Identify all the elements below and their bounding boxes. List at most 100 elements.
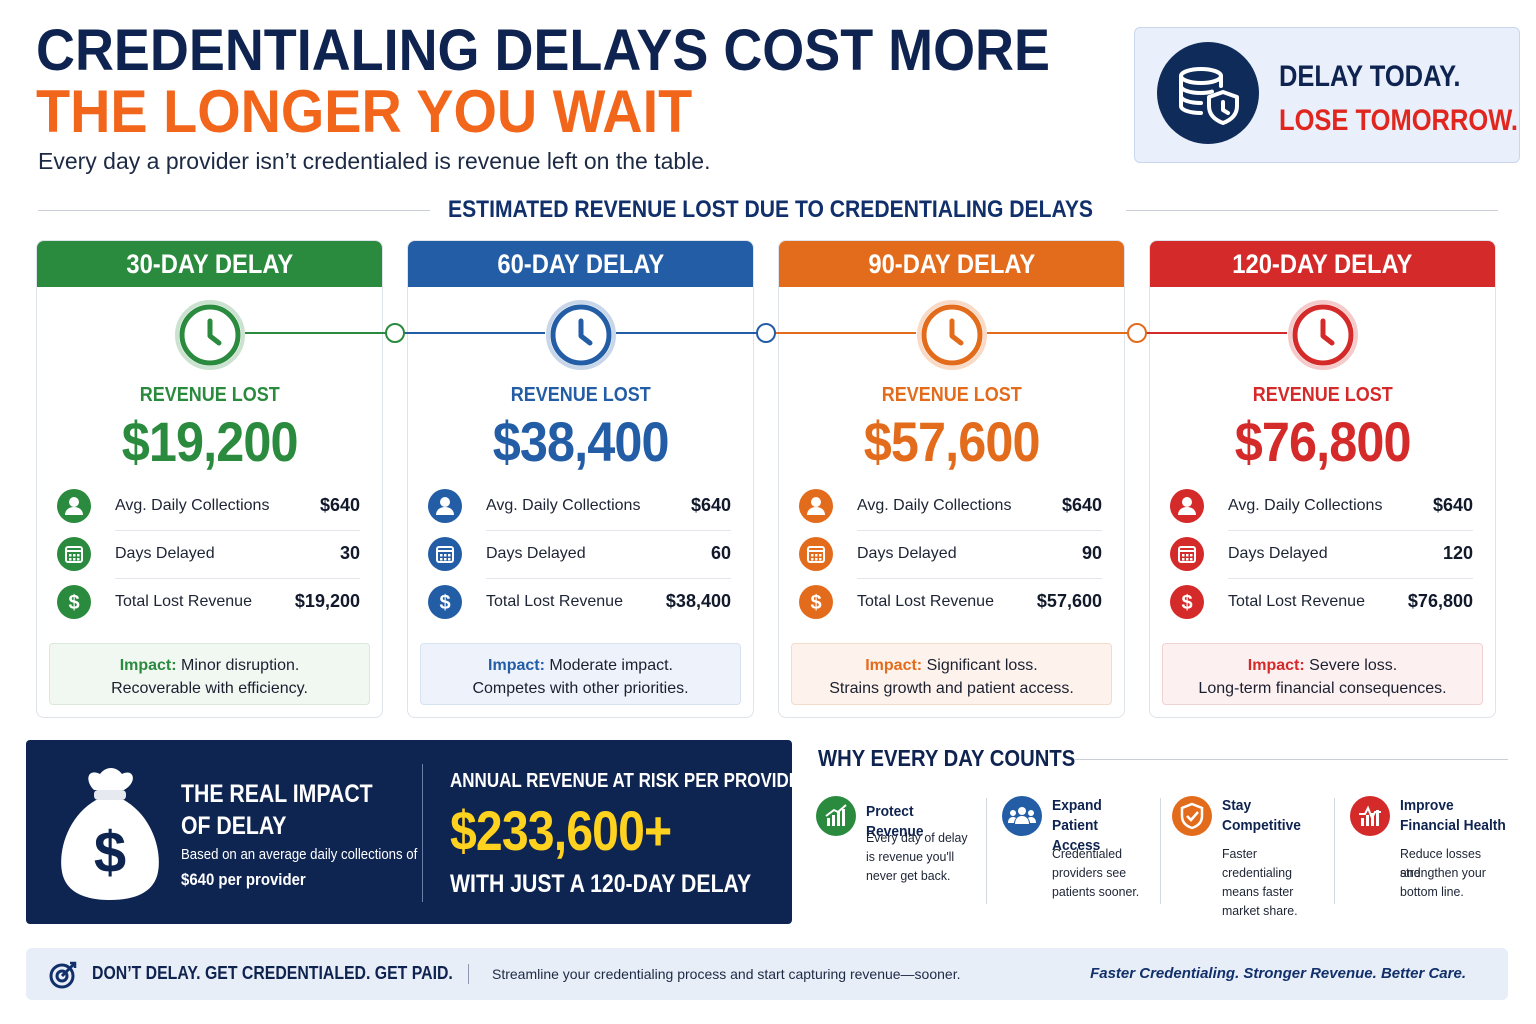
- impact-text: Significant loss.: [922, 657, 1038, 674]
- person-icon: [428, 489, 462, 523]
- page-subtitle: Every day a provider isn’t credentialed …: [38, 148, 711, 174]
- impact-box: Impact: Minor disruption. Recoverable wit…: [49, 643, 370, 705]
- revenue-lost-amount: $38,400: [408, 409, 753, 474]
- card-title: 30-DAY DELAY: [126, 248, 293, 279]
- clock-icon: [916, 299, 988, 371]
- metric-value: 60: [710, 543, 731, 563]
- timeline-connector: [616, 332, 766, 334]
- metric-value: $640: [319, 495, 360, 515]
- revenue-lost-amount: $57,600: [779, 409, 1124, 474]
- metric-value: $640: [690, 495, 731, 515]
- timeline-node: [756, 323, 776, 343]
- timeline-connector: [395, 332, 545, 334]
- timeline-node: [1127, 323, 1147, 343]
- revenue-lost-amount-text: $76,800: [1234, 410, 1412, 473]
- revenue-lost-amount: $19,200: [37, 409, 382, 474]
- svg-text:$: $: [68, 592, 79, 614]
- impact-line2: Strains growth and patient access.: [829, 680, 1074, 697]
- why-item-text: Faster: [1222, 846, 1258, 861]
- metric-label: Avg. Daily Collections: [857, 497, 1012, 514]
- metric-label: Days Delayed: [486, 545, 586, 562]
- why-divider: [1074, 759, 1508, 760]
- why-item-text: patients sooner.: [1052, 884, 1140, 899]
- page-title-line1: CREDENTIALING DELAYS COST MORE: [36, 18, 1050, 83]
- timeline-connector: [987, 332, 1137, 334]
- metric-label: Avg. Daily Collections: [1228, 497, 1383, 514]
- card-title: 60-DAY DELAY: [497, 248, 664, 279]
- metric-label: Total Lost Revenue: [486, 593, 623, 610]
- why-item-title-text: Expand Patient Access: [1052, 797, 1102, 854]
- impact-line2: Recoverable with efficiency.: [111, 680, 308, 697]
- clock-icon: [1287, 299, 1359, 371]
- impact-label: Impact:: [1247, 657, 1305, 674]
- footer-separator: [468, 964, 469, 984]
- metric-value: 90: [1081, 543, 1102, 563]
- impact-text: Minor disruption.: [176, 657, 300, 674]
- why-item-text: strengthen your: [1400, 865, 1486, 880]
- why-item-stay-competitive: Stay Competitive Faster credentialing me…: [1172, 796, 1322, 924]
- metric-row: Days Delayed 120: [1170, 531, 1473, 579]
- revenue-lost-amount: $76,800: [1150, 409, 1495, 474]
- person-icon: [57, 489, 91, 523]
- row-divider: [857, 530, 1102, 531]
- card-header: 30-DAY DELAY: [37, 241, 382, 287]
- impact-title-line1: THE REAL IMPACT: [181, 780, 373, 808]
- why-item-text: means faster: [1222, 884, 1294, 899]
- revenue-lost-amount-text: $19,200: [121, 410, 299, 473]
- footer-bar: DON’T DELAY. GET CREDENTIALED. GET PAID.…: [26, 948, 1508, 1000]
- row-divider: [857, 578, 1102, 579]
- why-item-text: Every day of delay: [866, 830, 968, 845]
- impact-title-line2: OF DELAY: [181, 812, 287, 840]
- row-divider: [486, 578, 731, 579]
- clock-icon: [174, 299, 246, 371]
- why-item-text: market share.: [1222, 903, 1298, 918]
- metric-row: Avg. Daily Collections $640: [57, 483, 360, 531]
- annual-revenue-suffix: WITH JUST A 120-DAY DELAY: [450, 870, 752, 898]
- person-icon: [799, 489, 833, 523]
- delay-card-30-day: 30-DAY DELAY REVENUE LOST $19,200 Avg. Dail…: [36, 240, 383, 718]
- why-item-text: is revenue you'll: [866, 849, 955, 864]
- footer-tagline: Faster Credentialing. Stronger Revenue. …: [1090, 965, 1466, 982]
- section-divider-left: [38, 210, 430, 211]
- revenue-lost-label: REVENUE LOST: [408, 384, 753, 407]
- card-header: 60-DAY DELAY: [408, 241, 753, 287]
- metric-value: $76,800: [1407, 591, 1473, 611]
- metric-label: Total Lost Revenue: [1228, 593, 1365, 610]
- impact-line2: Long-term financial consequences.: [1198, 680, 1447, 697]
- row-divider: [115, 530, 360, 531]
- timeline-connector: [245, 332, 395, 334]
- why-item-text: providers see: [1052, 865, 1127, 880]
- row-divider: [1228, 530, 1473, 531]
- svg-text:$: $: [810, 592, 821, 614]
- calendar-icon: [428, 537, 462, 571]
- why-item-text: Reduce losses and: [1400, 846, 1482, 880]
- why-item-title: Protect Revenue: [866, 803, 924, 840]
- calendar-icon: [799, 537, 833, 571]
- why-item-title: Stay Competitive: [1222, 796, 1305, 836]
- why-item-text: never get back.: [866, 868, 951, 883]
- delay-card-90-day: 90-DAY DELAY REVENUE LOST $57,600 Avg. Dail…: [778, 240, 1125, 718]
- metric-row: $ Total Lost Revenue $76,800: [1170, 579, 1473, 627]
- clock-icon: [545, 299, 617, 371]
- revenue-lost-label-text: REVENUE LOST: [139, 384, 280, 406]
- row-divider: [486, 530, 731, 531]
- impact-line2: Competes with other priorities.: [472, 680, 689, 697]
- svg-text:$: $: [439, 592, 450, 614]
- delay-card-120-day: 120-DAY DELAY REVENUE LOST $76,800 Avg. Dai…: [1149, 240, 1496, 718]
- footer-cta: DON’T DELAY. GET CREDENTIALED. GET PAID.: [92, 963, 453, 983]
- why-item-title-text: Improve Financial Health: [1400, 797, 1506, 834]
- metric-value: $19,200: [294, 591, 360, 611]
- metric-value: $38,400: [665, 591, 731, 611]
- growth-chart-icon: [816, 796, 856, 836]
- metric-row: Days Delayed 90: [799, 531, 1102, 579]
- dollar-icon: $: [57, 585, 91, 619]
- why-item-patient-access: Expand Patient Access Credentialed provi…: [1002, 796, 1152, 924]
- impact-box: Impact: Moderate impact. Competes with ot…: [420, 643, 741, 705]
- impact-label: Impact:: [488, 657, 545, 674]
- timeline-node: [385, 323, 405, 343]
- metric-row: Avg. Daily Collections $640: [428, 483, 731, 531]
- card-header: 120-DAY DELAY: [1150, 241, 1495, 287]
- calendar-icon: [57, 537, 91, 571]
- impact-label: Impact:: [119, 657, 177, 674]
- timeline-connector: [766, 332, 916, 334]
